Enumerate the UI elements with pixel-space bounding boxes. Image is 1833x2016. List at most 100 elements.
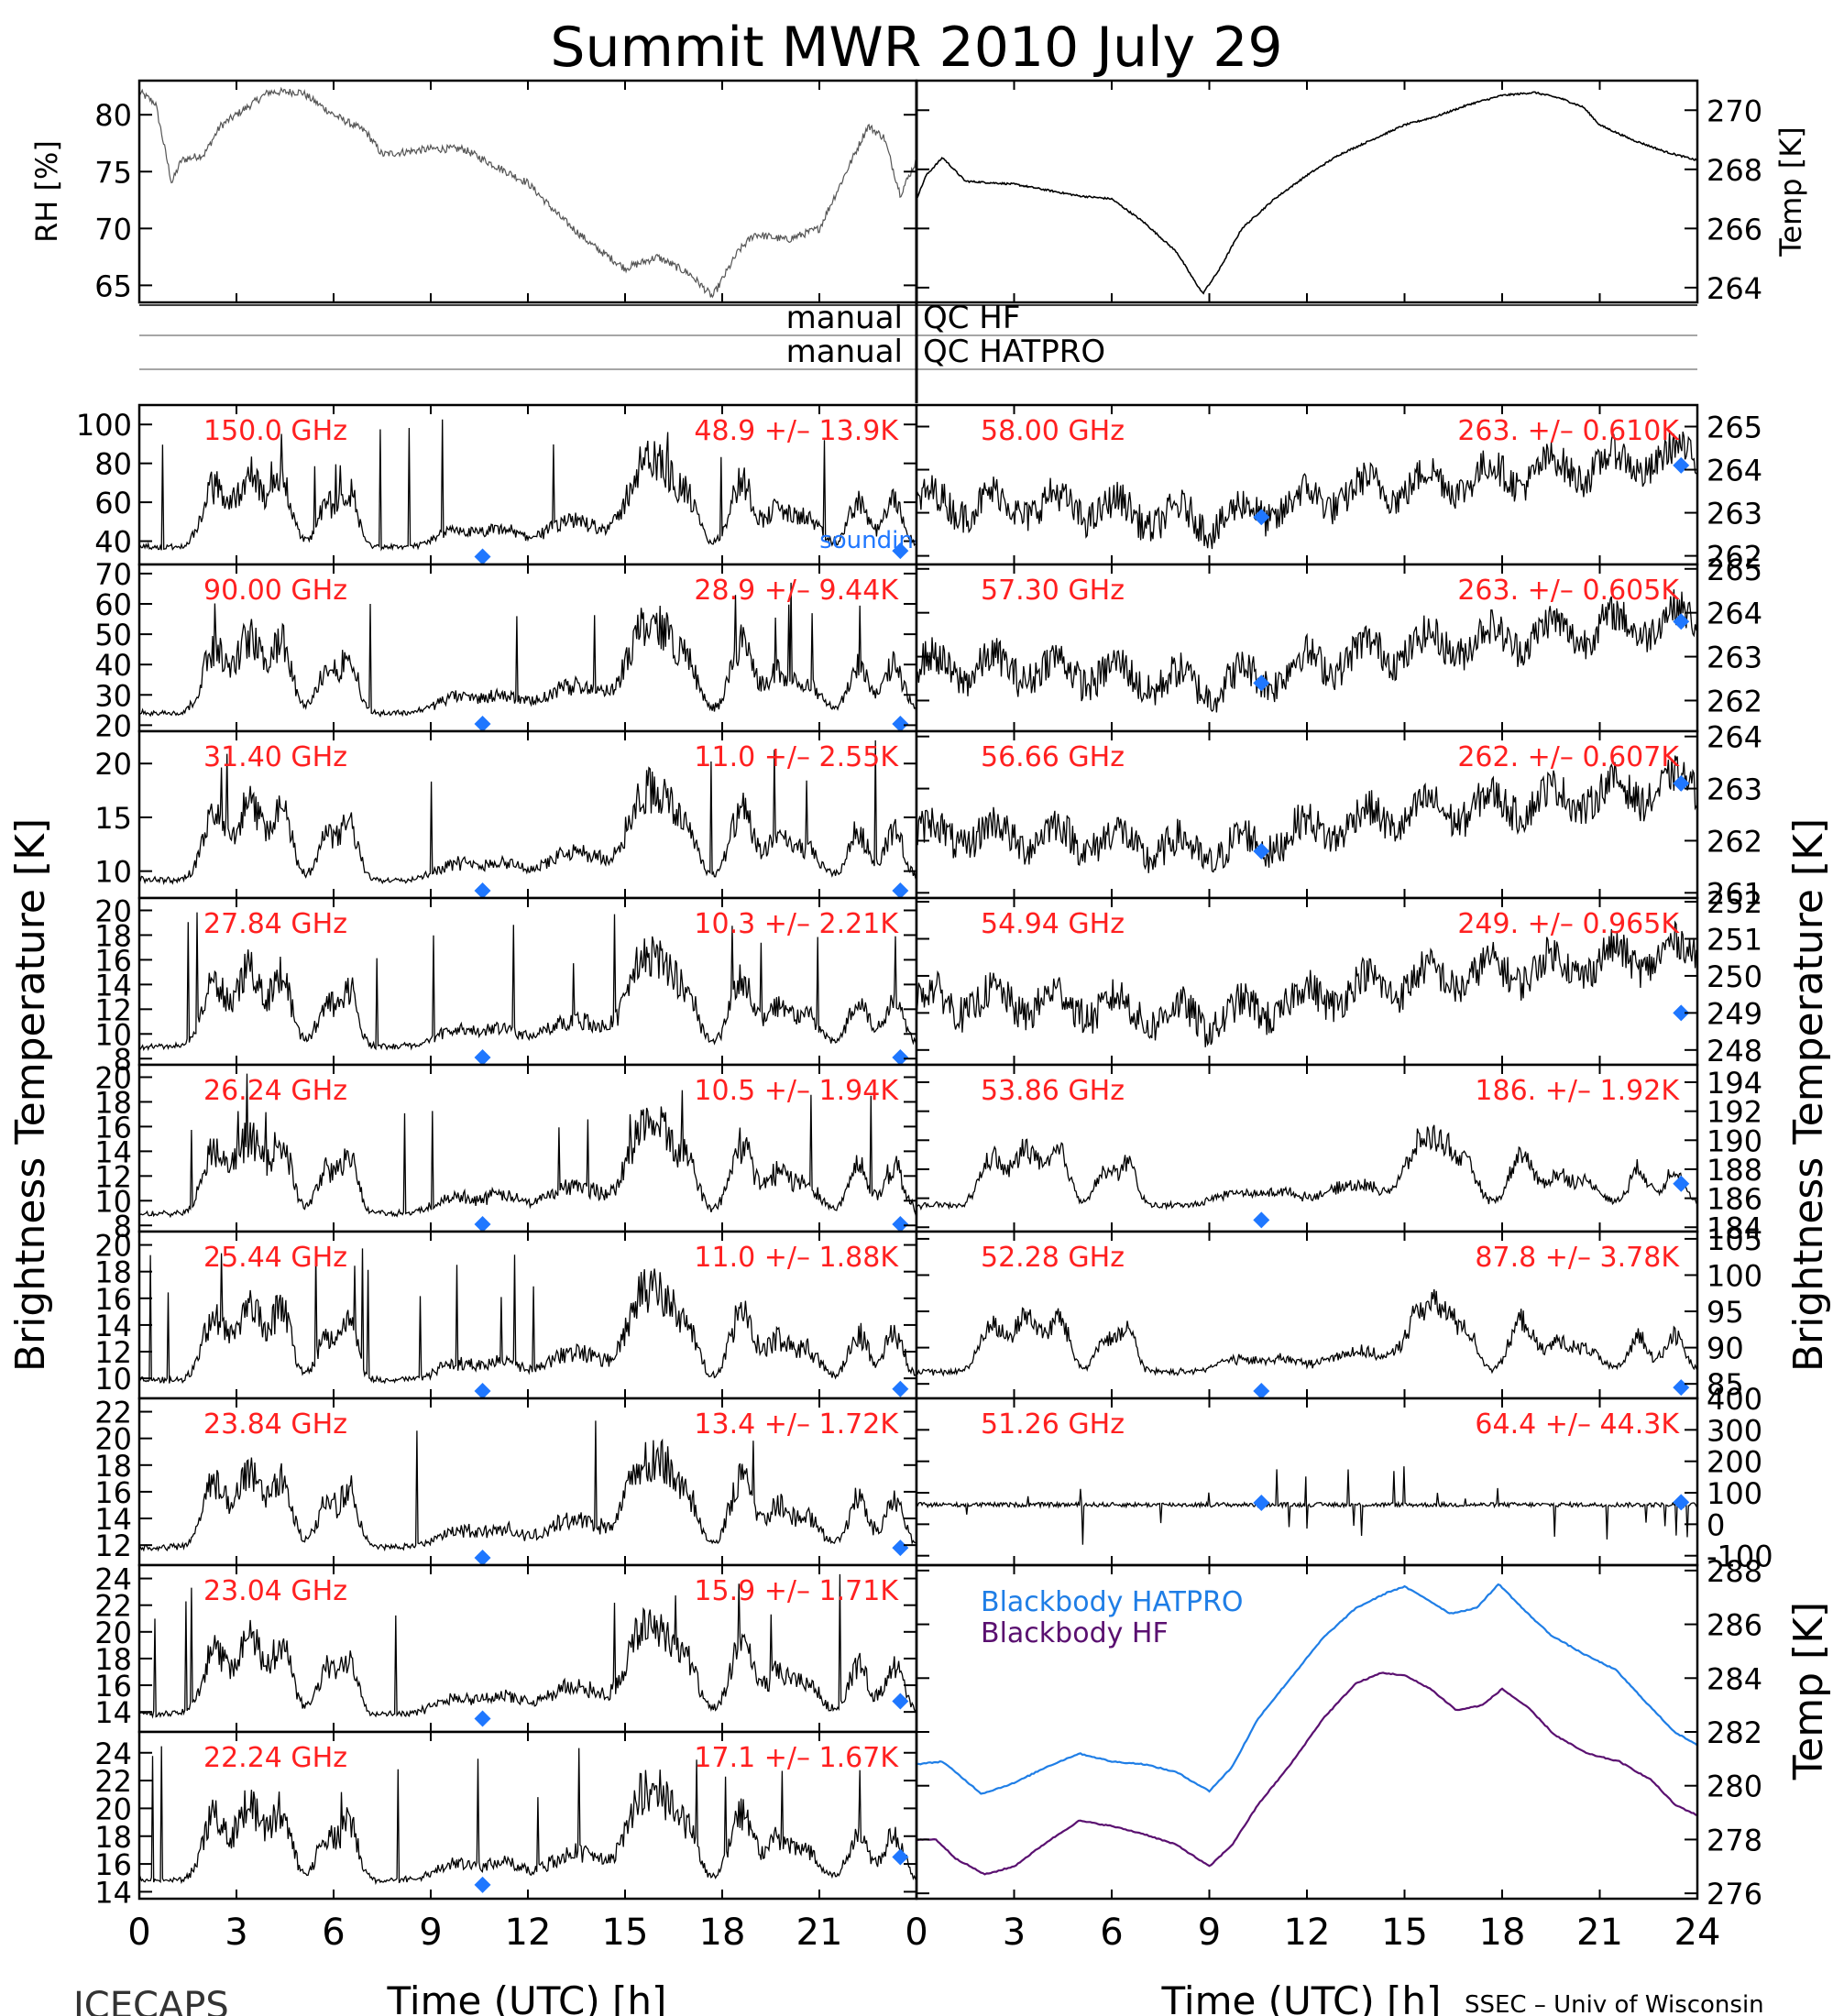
y-tick-label: 70 [94,557,132,592]
y-tick-label: 250 [1707,959,1762,994]
y-tick-label: 20 [94,747,132,782]
model-marker [1253,1383,1270,1399]
y-tick-label: 278 [1707,1823,1762,1857]
x-tick-label: 21 [796,1912,843,1954]
figure-title: Summit MWR 2010 July 29 [550,16,1282,80]
bb-series-line [916,1583,1698,1795]
top-ylabel: Temp [K] [1773,126,1808,257]
bt-trace [138,1248,917,1385]
model-marker [1673,774,1690,792]
bt-trace [138,1420,917,1552]
model-marker [1673,1175,1690,1192]
stat-label: 15.9 +/– 1.71K [694,1575,899,1607]
y-tick-label: 16 [94,1669,132,1704]
stat-label: 262. +/– 0.607K [1457,741,1680,773]
y-tick-label: 10 [94,855,132,890]
model-marker [474,882,491,899]
panel-bt-58.00: 262 263 264 265 58.00 GHz 263. +/– 0.610K [915,403,1762,575]
y-tick-label: 263 [1707,497,1762,531]
y-tick-label: 105 [1707,1222,1762,1257]
y-tick-label: 184 [1707,1211,1762,1245]
y-tick-label: 8 [114,1209,132,1244]
y-tick-label: 262 [1707,824,1762,859]
y-tick-label: 16 [94,1282,132,1317]
y-tick-label: 20 [94,1791,132,1826]
y-tick-label: 50 [94,618,132,652]
bt-trace [138,1573,917,1719]
y-tick-label: 264 [1707,454,1762,488]
freq-label: 150.0 GHz [203,415,347,447]
y-tick-label: 14 [94,1695,132,1730]
panel-bt-31.40: 10 15 20 31.40 GHz 11.0 +/– 2.55K [94,729,918,900]
x-tick-label: 18 [1479,1912,1526,1954]
footer-right: SSEC – Univ of Wisconsin [1465,1991,1764,2016]
x-tick-label: 24 [1674,1912,1721,1954]
xlabel-right: Time (UTC) [h] [1161,1978,1442,2016]
y-tick-label: 24 [94,1737,132,1771]
bb-legend-entry: Blackbody HF [981,1617,1169,1649]
y-tick-label: 288 [1707,1554,1762,1589]
bt-trace [138,419,917,552]
freq-label: 57.30 GHz [981,575,1125,607]
y-tick-label: 22 [94,1396,132,1430]
x-tick-label: 9 [419,1912,442,1954]
y-tick-label: 188 [1707,1153,1762,1188]
y-tick-label: 22 [94,1764,132,1799]
freq-label: 27.84 GHz [203,908,347,940]
bt-trace [916,755,1698,873]
stat-label: 11.0 +/– 1.88K [694,1242,899,1274]
y-tick-label: 276 [1707,1877,1762,1912]
model-marker [892,1216,909,1233]
y-tick-label: 8 [114,1042,132,1077]
y-tick-label: 65 [94,268,132,303]
stat-label: 186. +/– 1.92K [1475,1075,1680,1107]
y-tick-label: 40 [94,648,132,683]
x-tick-label: 6 [322,1912,345,1954]
y-tick-label: -100 [1707,1539,1773,1574]
y-tick-label: 15 [94,801,132,836]
x-tick-label: 0 [905,1912,927,1954]
x-tick-label: 15 [1381,1912,1428,1954]
y-tick-label: 85 [1707,1367,1744,1402]
freq-label: 31.40 GHz [203,741,347,773]
y-tick-label: 264 [1707,597,1762,631]
x-tick-label: 12 [505,1912,552,1954]
x-tick-label: 3 [1003,1912,1026,1954]
panel-bt-57.30: 262 263 264 265 57.30 GHz 263. +/– 0.605K [915,553,1762,733]
y-tick-label: 14 [94,1134,132,1169]
y-tick-label: 20 [94,708,132,743]
y-tick-label: 100 [1707,1476,1762,1511]
y-tick-label: 80 [94,447,132,482]
model-marker [892,882,909,899]
y-tick-label: 14 [94,968,132,1003]
qc-hatpro-left: manual [786,334,903,370]
model-marker [892,1693,909,1710]
y-tick-label: 262 [1707,540,1762,575]
bt-trace [138,1746,917,1886]
qc-hatpro-right: QC HATPRO [923,334,1105,370]
panel-top-right: 264 266 268 270 Temp [K] [915,79,1808,306]
y-tick-label: 252 [1707,885,1762,920]
model-marker [1673,1494,1690,1511]
y-tick-label: 12 [94,992,132,1027]
y-tick-label: 14 [94,1502,132,1537]
bt-trace [916,431,1698,550]
y-tick-label: 16 [94,1475,132,1510]
stat-label: 10.5 +/– 1.94K [694,1075,899,1107]
y-tick-label: 100 [76,408,132,443]
model-marker [474,1383,491,1399]
bt-trace [138,1073,917,1219]
y-tick-label: 20 [94,1616,132,1650]
freq-label: 26.24 GHz [203,1075,347,1107]
y-tick-label: 194 [1707,1066,1762,1101]
y-tick-label: 12 [94,1159,132,1194]
x-tick-label: 12 [1284,1912,1331,1954]
stat-label: 48.9 +/– 13.9K [694,415,899,447]
model-marker [1253,1211,1270,1229]
panel-top-left: 65 70 75 80 RH [%] [29,79,918,303]
